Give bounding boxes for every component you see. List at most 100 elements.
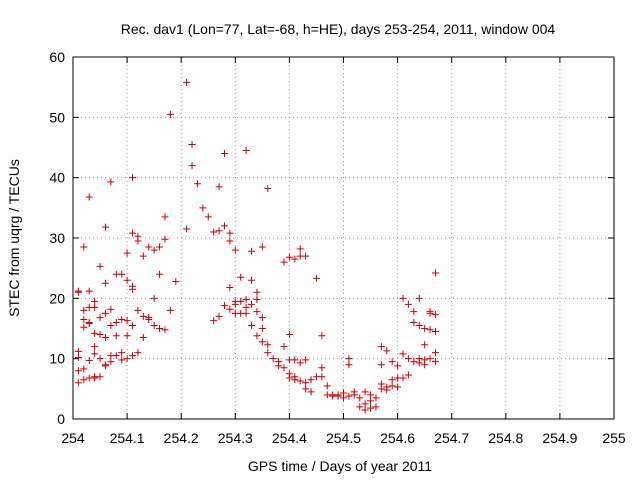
x-tick-label: 254.3: [218, 430, 253, 446]
data-point: [415, 321, 423, 329]
data-point: [253, 296, 261, 304]
data-point: [139, 334, 147, 342]
data-point: [123, 317, 131, 325]
data-point: [226, 237, 234, 245]
data-point: [431, 269, 439, 277]
y-tick-label: 30: [49, 230, 65, 246]
data-points: [74, 78, 439, 414]
data-point: [118, 270, 126, 278]
data-point: [264, 341, 272, 349]
data-point: [415, 359, 423, 367]
data-point: [74, 379, 82, 387]
data-point: [145, 315, 153, 323]
data-point: [129, 229, 137, 237]
data-point: [334, 392, 342, 400]
y-tick-label: 40: [49, 170, 65, 186]
data-point: [101, 334, 109, 342]
data-point: [356, 394, 364, 402]
data-point: [231, 246, 239, 254]
data-point: [123, 332, 131, 340]
data-point: [188, 162, 196, 170]
data-point: [399, 350, 407, 358]
data-point: [91, 303, 99, 311]
data-point: [431, 349, 439, 357]
data-point: [431, 311, 439, 319]
data-point: [258, 325, 266, 332]
data-point: [107, 178, 115, 186]
x-tick-label: 254.1: [110, 430, 145, 446]
data-point: [404, 371, 412, 379]
data-point: [123, 249, 131, 257]
x-tick-label: 255: [602, 430, 626, 446]
data-point: [302, 379, 310, 387]
data-point: [161, 213, 169, 221]
data-point: [80, 243, 88, 251]
data-point: [399, 294, 407, 302]
data-point: [280, 364, 288, 372]
x-tick-label: 254: [61, 430, 85, 446]
x-tick-label: 254.9: [542, 430, 577, 446]
data-point: [156, 243, 164, 251]
data-point: [388, 376, 396, 384]
data-point: [258, 338, 266, 346]
data-point: [101, 362, 109, 370]
data-point: [156, 325, 164, 332]
data-point: [129, 352, 137, 360]
data-point: [253, 308, 261, 316]
data-point: [340, 394, 347, 402]
data-point: [296, 359, 304, 367]
data-point: [421, 341, 429, 349]
data-point: [96, 262, 104, 270]
data-point: [291, 255, 299, 263]
data-point: [193, 180, 201, 188]
data-point: [188, 140, 196, 148]
plot-frame: [72, 56, 615, 420]
data-point: [248, 300, 256, 308]
data-point: [258, 243, 266, 251]
data-point: [226, 283, 234, 291]
grid-layer: [73, 57, 614, 419]
data-point: [410, 308, 418, 316]
tick-layer: 254 254.1 254.2 254.3 254.4 254.5 254.6 254.7 25…: [49, 49, 625, 446]
data-point: [264, 185, 272, 193]
data-point: [285, 374, 293, 382]
data-point: [118, 349, 126, 357]
x-tick-label: 254.6: [380, 430, 415, 446]
data-point: [248, 276, 256, 284]
data-point: [318, 373, 326, 381]
data-point: [112, 332, 120, 340]
data-point: [80, 323, 88, 331]
data-point: [156, 270, 164, 278]
data-point: [426, 326, 434, 334]
data-point: [345, 355, 353, 363]
data-point: [377, 385, 385, 393]
data-point: [139, 252, 147, 260]
data-point: [377, 361, 385, 369]
data-point: [166, 110, 174, 118]
x-tick-label: 254.4: [272, 430, 307, 446]
x-tick-label: 254.5: [326, 430, 361, 446]
data-point: [96, 355, 104, 363]
data-point: [291, 376, 299, 384]
y-tick-label: 50: [49, 109, 65, 125]
data-point: [237, 273, 245, 281]
data-point: [296, 245, 304, 253]
data-point: [404, 355, 412, 363]
data-point: [291, 356, 299, 364]
data-point: [421, 361, 429, 369]
data-point: [302, 252, 310, 260]
data-point: [107, 305, 115, 313]
data-point: [377, 343, 385, 351]
data-point: [372, 403, 380, 411]
x-tick-label: 254.7: [434, 430, 469, 446]
data-point: [242, 309, 250, 317]
data-point: [74, 367, 82, 375]
data-point: [302, 356, 310, 364]
x-tick-label: 254.8: [488, 430, 523, 446]
data-point: [91, 374, 99, 382]
data-point: [296, 377, 304, 385]
data-point: [96, 373, 104, 381]
data-point: [367, 391, 375, 399]
data-point: [388, 358, 396, 366]
